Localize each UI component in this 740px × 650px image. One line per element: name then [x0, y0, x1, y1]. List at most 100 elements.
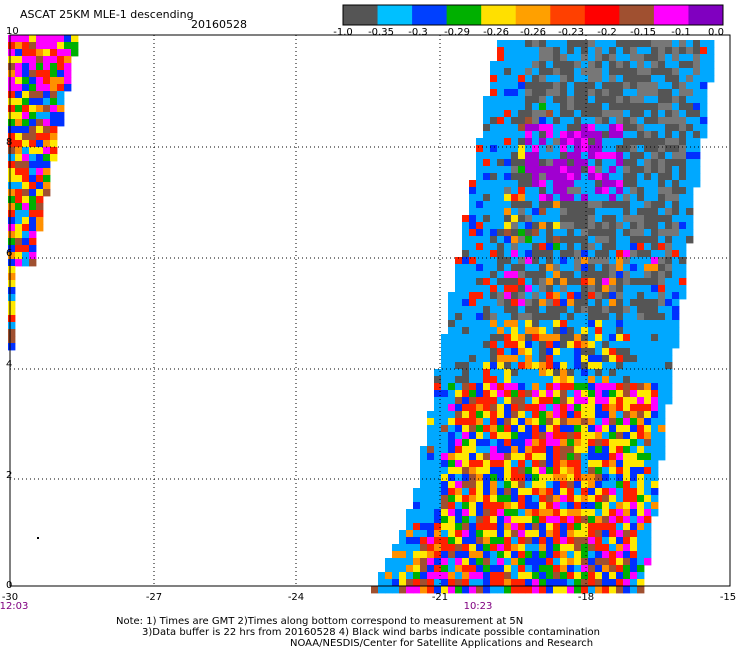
swath-cell: [553, 341, 561, 349]
swath-cell: [581, 82, 589, 90]
swath-cell: [686, 89, 694, 97]
swath-cell: [469, 229, 477, 237]
swath-cell: [672, 40, 680, 48]
swath-cell: [574, 124, 582, 132]
swath-cell: [8, 98, 16, 106]
swath-cell: [672, 299, 680, 307]
swath-cell: [441, 481, 449, 489]
swath-cell: [651, 362, 659, 370]
swath-cell: [497, 551, 505, 559]
swath-cell: [616, 572, 624, 580]
swath-cell: [672, 278, 680, 286]
swath-cell: [644, 369, 652, 377]
swath-cell: [539, 243, 547, 251]
swath-cell: [595, 404, 603, 412]
swath-cell: [497, 75, 505, 83]
swath-cell: [539, 292, 547, 300]
swath-cell: [637, 376, 645, 384]
swath-cell: [595, 152, 603, 160]
swath-cell: [553, 89, 561, 97]
swath-cell: [567, 439, 575, 447]
swath-cell: [525, 229, 533, 237]
swath-cell: [455, 278, 463, 286]
swath-cell: [36, 203, 44, 211]
swath-cell: [602, 341, 610, 349]
swath-cell: [623, 404, 631, 412]
swath-cell: [490, 376, 498, 384]
swath-cell: [469, 502, 477, 510]
swath-cell: [609, 229, 617, 237]
swath-cell: [609, 201, 617, 209]
swath-cell: [623, 152, 631, 160]
swath-cell: [609, 579, 617, 587]
swath-cell: [490, 397, 498, 405]
swath-cell: [546, 110, 554, 118]
swath-cell: [609, 131, 617, 139]
swath-cell: [686, 159, 694, 167]
swath-cell: [490, 460, 498, 468]
swath-cell: [616, 61, 624, 69]
swath-cell: [518, 138, 526, 146]
swath-cell: [490, 173, 498, 181]
swath-cell: [637, 187, 645, 195]
swath-cell: [574, 516, 582, 524]
swath-cell: [602, 565, 610, 573]
swath-cell: [595, 54, 603, 62]
swath-cell: [651, 327, 659, 335]
swath-cell: [644, 390, 652, 398]
swath-cell: [665, 313, 673, 321]
swath-cell: [581, 558, 589, 566]
swath-cell: [434, 397, 442, 405]
swath-cell: [623, 565, 631, 573]
swath-cell: [448, 348, 456, 356]
swath-cell: [637, 145, 645, 153]
swath-cell: [553, 236, 561, 244]
swath-cell: [595, 348, 603, 356]
swath-cell: [511, 516, 519, 524]
swath-cell: [539, 341, 547, 349]
swath-cell: [651, 495, 659, 503]
swath-cell: [651, 194, 659, 202]
swath-cell: [616, 152, 624, 160]
swath-cell: [427, 523, 435, 531]
swath-cell: [679, 110, 687, 118]
swath-cell: [574, 474, 582, 482]
swath-cell: [672, 222, 680, 230]
swath-cell: [553, 243, 561, 251]
swath-cell: [511, 565, 519, 573]
swath-cell: [623, 201, 631, 209]
swath-cell: [651, 292, 659, 300]
swath-cell: [518, 579, 526, 587]
swath-cell: [693, 75, 701, 83]
swath-cell: [511, 292, 519, 300]
swath-cell: [476, 530, 484, 538]
swath-cell: [476, 292, 484, 300]
swath-cell: [637, 369, 645, 377]
swath-cell: [532, 586, 540, 594]
swath-cell: [630, 397, 638, 405]
swath-cell: [560, 348, 568, 356]
swath-cell: [567, 278, 575, 286]
swath-cell: [588, 474, 596, 482]
swath-cell: [553, 530, 561, 538]
swath-cell: [490, 446, 498, 454]
swath-cell: [497, 278, 505, 286]
swath-cell: [490, 404, 498, 412]
swath-cell: [448, 544, 456, 552]
swath-cell: [588, 523, 596, 531]
swath-cell: [693, 124, 701, 132]
swath-cell: [588, 320, 596, 328]
swath-cell: [399, 530, 407, 538]
swath-cell: [637, 208, 645, 216]
swath-cell: [560, 264, 568, 272]
swath-cell: [532, 418, 540, 426]
swath-cell: [665, 390, 673, 398]
swath-cell: [50, 140, 58, 148]
swath-cell: [22, 84, 30, 92]
swath-cell: [609, 530, 617, 538]
swath-cell: [455, 544, 463, 552]
swath-cell: [588, 159, 596, 167]
swath-cell: [36, 224, 44, 232]
swath-cell: [588, 453, 596, 461]
swath-cell: [490, 180, 498, 188]
